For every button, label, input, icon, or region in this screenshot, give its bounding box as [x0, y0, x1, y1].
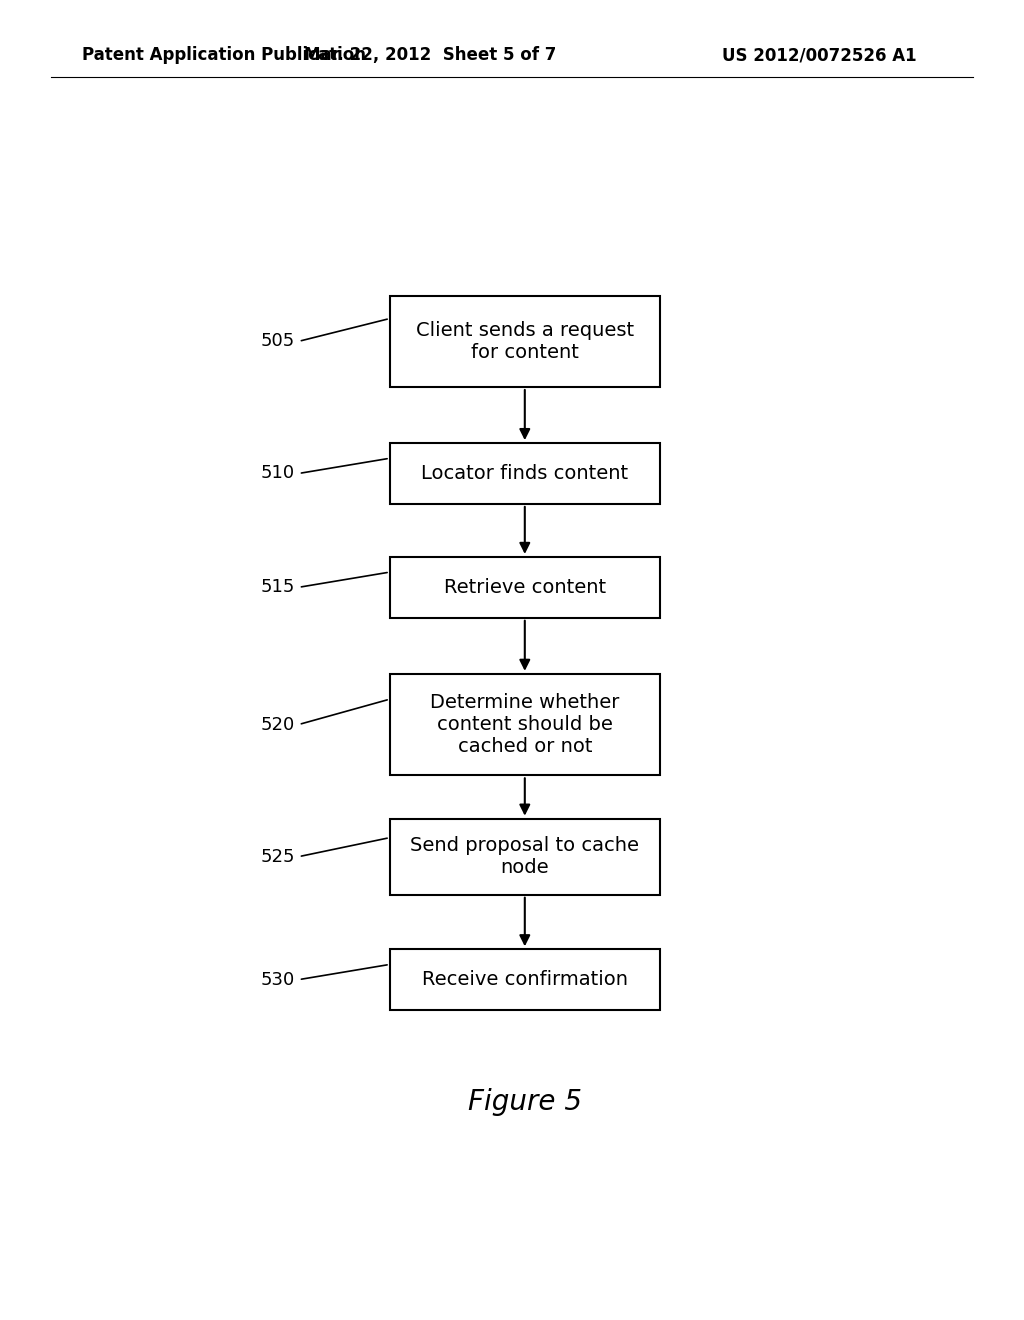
Text: Patent Application Publication: Patent Application Publication	[82, 46, 366, 65]
Text: Receive confirmation: Receive confirmation	[422, 970, 628, 989]
Text: Send proposal to cache
node: Send proposal to cache node	[411, 836, 639, 878]
Text: US 2012/0072526 A1: US 2012/0072526 A1	[722, 46, 916, 65]
Text: Figure 5: Figure 5	[468, 1088, 582, 1115]
FancyBboxPatch shape	[390, 444, 659, 504]
FancyBboxPatch shape	[390, 673, 659, 775]
Text: 530: 530	[260, 970, 295, 989]
FancyBboxPatch shape	[390, 557, 659, 618]
Text: Client sends a request
for content: Client sends a request for content	[416, 321, 634, 362]
Text: Locator finds content: Locator finds content	[421, 465, 629, 483]
Text: Retrieve content: Retrieve content	[443, 578, 606, 597]
Text: Determine whether
content should be
cached or not: Determine whether content should be cach…	[430, 693, 620, 756]
Text: 515: 515	[260, 578, 295, 597]
Text: 520: 520	[260, 715, 295, 734]
Text: Mar. 22, 2012  Sheet 5 of 7: Mar. 22, 2012 Sheet 5 of 7	[304, 46, 556, 65]
Text: 525: 525	[260, 847, 295, 866]
FancyBboxPatch shape	[390, 949, 659, 1010]
FancyBboxPatch shape	[390, 296, 659, 387]
Text: 510: 510	[260, 465, 295, 483]
Text: 505: 505	[260, 333, 295, 350]
FancyBboxPatch shape	[390, 818, 659, 895]
